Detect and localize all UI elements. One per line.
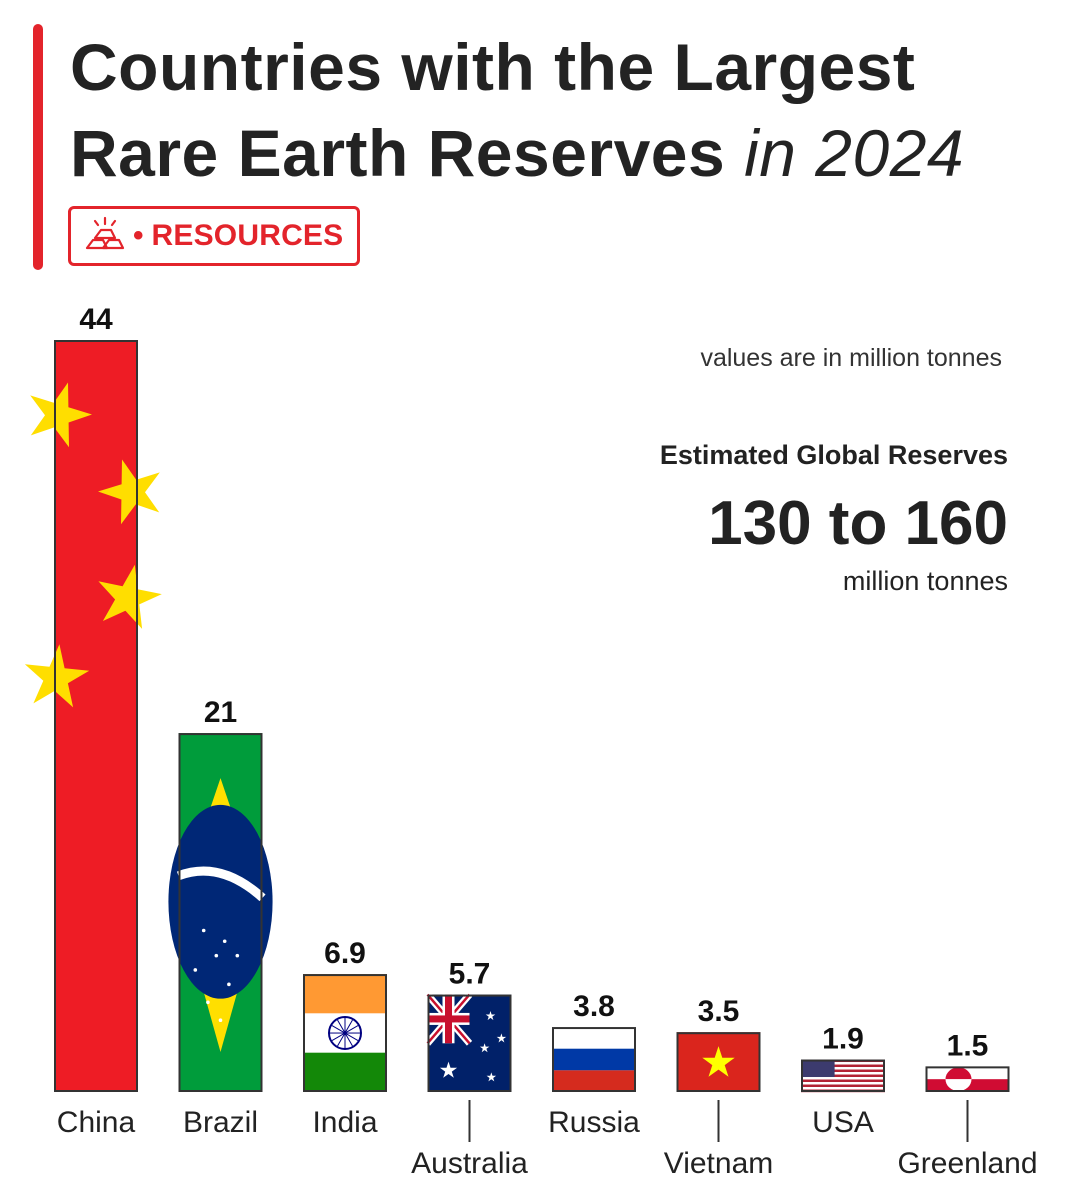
bar-usa — [801, 1059, 885, 1093]
value-label-vietnam: 3.5 — [698, 995, 740, 1028]
india-flag — [303, 974, 387, 1092]
value-label-india: 6.9 — [324, 937, 366, 970]
category-label-usa: USA — [812, 1106, 874, 1139]
bar-india — [303, 974, 387, 1093]
category-badge: • RESOURCES — [68, 206, 360, 266]
value-label-russia: 3.8 — [573, 990, 615, 1023]
category-label-china: China — [57, 1106, 136, 1139]
gold-bars-icon — [83, 214, 125, 259]
russia-flag — [552, 1027, 636, 1092]
badge-label: RESOURCES — [151, 219, 344, 252]
category-label-australia: Australia — [411, 1147, 528, 1180]
bar-vietnam — [676, 1032, 761, 1092]
bar-brazil — [168, 733, 273, 1092]
vietnam-flag — [676, 1032, 761, 1092]
category-label-india: India — [312, 1106, 377, 1139]
category-label-brazil: Brazil — [183, 1106, 258, 1139]
bar-australia — [424, 992, 512, 1093]
value-label-usa: 1.9 — [822, 1023, 864, 1056]
value-label-australia: 5.7 — [449, 958, 491, 991]
bar-outline — [925, 1066, 1010, 1093]
estimate-unit: million tonnes — [842, 566, 1008, 596]
title-main: Countries with the Largest Rare Earth Re… — [70, 30, 916, 190]
category-label-vietnam: Vietnam — [664, 1147, 774, 1180]
bar-outline — [801, 1059, 885, 1092]
bar-outline — [54, 340, 138, 1092]
page-title: Countries with the Largest Rare Earth Re… — [70, 24, 1060, 196]
usa-flag — [801, 1059, 885, 1093]
bar-outline — [552, 1027, 636, 1093]
value-label-greenland: 1.5 — [947, 1029, 989, 1062]
greenland-flag — [925, 1066, 1010, 1092]
bar-china — [24, 340, 162, 1092]
estimate-heading: Estimated Global Reserves — [659, 440, 1008, 470]
australia-flag — [424, 992, 512, 1092]
brazil-flag — [168, 733, 273, 1092]
bar-russia — [552, 1027, 636, 1093]
value-label-brazil: 21 — [204, 696, 237, 729]
bar-outline — [303, 974, 387, 1093]
estimate-range: 130 to 160 — [708, 489, 1008, 558]
accent-bar — [33, 24, 43, 270]
title-year: in 2024 — [744, 116, 965, 190]
units-note: values are in million tonnes — [700, 344, 1002, 372]
category-label-russia: Russia — [548, 1106, 640, 1139]
china-flag — [24, 340, 162, 1092]
bar-outline — [427, 994, 512, 1093]
bar-outline — [676, 1032, 761, 1092]
bar-outline — [178, 733, 263, 1092]
category-label-greenland: Greenland — [897, 1147, 1037, 1180]
value-label-china: 44 — [79, 303, 113, 336]
badge-dot: • — [133, 219, 144, 252]
bar-greenland — [925, 1066, 1010, 1093]
